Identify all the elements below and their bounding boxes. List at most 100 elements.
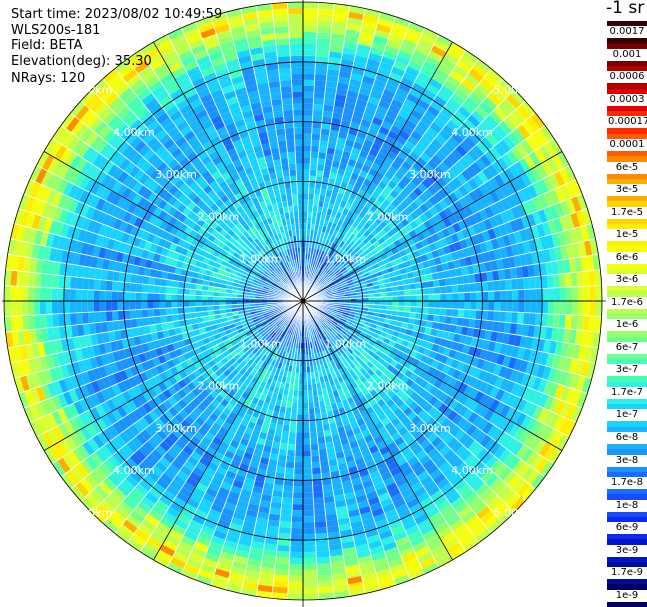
range-gate [451,176,463,189]
range-gate [324,159,333,167]
range-gate [244,570,260,579]
range-gate [367,496,381,506]
range-gate [183,460,196,472]
range-gate [320,281,327,286]
range-gate [440,173,452,185]
range-gate [254,332,262,339]
range-gate [366,534,381,544]
range-gate [430,45,447,58]
range-gate [319,406,327,414]
range-gate [195,461,208,472]
range-gate [247,558,262,567]
range-gate [395,456,408,467]
range-gate [360,474,372,483]
range-gate [355,370,364,379]
range-gate [374,29,390,40]
range-gate [331,117,342,126]
range-gate [429,468,443,480]
range-gate [519,359,529,374]
range-gate [443,206,454,218]
range-gate [154,277,162,286]
range-gate [454,88,469,102]
range-gate [407,530,423,542]
range-gate [358,343,366,350]
range-gate [291,408,298,415]
range-gate [331,476,342,485]
range-gate [260,407,268,415]
range-gate [417,470,430,482]
range-gate [325,81,338,89]
range-gate [57,288,65,301]
range-gate [323,495,335,504]
range-gate [380,431,391,441]
range-gate [51,287,59,301]
range-gate [494,290,501,301]
range-gate [450,276,458,286]
range-gate [155,444,167,457]
range-gate [543,444,557,461]
range-gate [499,343,508,356]
range-gate [463,136,477,149]
range-gate [398,301,405,307]
range-gate [277,538,291,546]
range-gate [581,376,592,394]
range-gate [400,514,415,525]
range-gate [334,327,341,333]
range-gate [10,316,18,332]
range-gate [285,340,291,347]
range-gate [564,272,572,288]
range-gate [335,238,343,246]
range-gate [310,371,316,379]
range-gate [433,378,443,389]
range-gate [371,475,384,486]
range-gate [217,353,226,361]
range-gate [380,241,389,249]
range-gate [361,327,369,334]
range-gate [429,421,441,433]
range-gate [143,379,153,391]
range-gate [335,349,342,357]
range-gate [239,367,247,376]
range-gate [315,56,329,64]
range-gate [580,330,589,346]
range-gate [204,552,220,563]
range-gate [273,405,281,413]
range-gate [156,521,172,534]
range-gate [377,18,394,28]
range-gate [364,485,376,495]
range-gate [303,378,308,385]
range-gate [478,405,490,419]
range-gate [242,325,250,331]
range-gate [250,376,259,384]
range-gate [189,295,196,301]
range-gate [411,82,426,94]
range-gate [430,489,444,502]
range-gate [328,281,335,287]
range-gate [205,417,216,427]
range-gate [303,504,314,511]
range-gate [329,263,335,270]
range-gate [279,406,287,414]
range-gate [459,140,472,153]
range-gate [516,203,527,218]
range-gate [257,352,265,360]
range-gate [141,361,150,372]
range-gate [462,274,470,285]
range-gate [419,152,431,164]
range-gate [267,358,274,365]
range-gate [152,395,163,407]
range-gate [557,259,565,275]
range-gate [484,206,495,219]
range-gate [324,195,331,203]
range-gate [297,408,303,415]
range-gate [303,181,310,188]
range-gate [168,375,178,386]
range-gate [454,429,466,441]
range-gate [172,392,183,403]
range-gate [344,491,356,500]
range-gate [318,394,325,402]
range-gate [485,132,499,147]
range-gate [295,444,303,451]
range-gate [215,524,230,535]
range-gate [87,289,94,301]
